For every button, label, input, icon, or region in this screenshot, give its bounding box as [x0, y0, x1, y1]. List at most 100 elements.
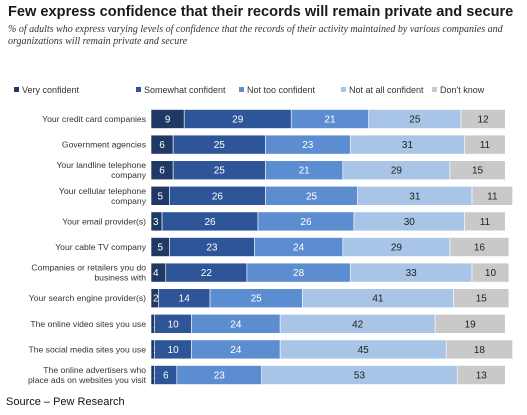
category-label: Your email provider(s)	[62, 216, 146, 226]
legend-swatch-not-at-all-confident	[341, 87, 346, 93]
category-label-line: company	[111, 196, 147, 206]
value-label: 11	[487, 191, 498, 202]
value-label: 6	[159, 140, 165, 151]
legend-item-somewhat-confident: Somewhat confident	[136, 85, 226, 95]
value-label: 10	[485, 268, 497, 279]
bar-segment	[464, 211, 506, 232]
value-label: 6	[159, 166, 165, 177]
category-label-line: The online advertisers who	[43, 365, 146, 375]
value-label: 21	[299, 166, 311, 177]
bar-row: Your search engine provider(s) 2 14 25 41 15	[29, 288, 510, 309]
value-label: 14	[179, 294, 191, 305]
value-label: 13	[476, 371, 488, 382]
legend-label: Very confident	[22, 85, 80, 95]
bar-segment	[464, 134, 506, 155]
value-label: 23	[302, 140, 314, 151]
category-label-line: Your landline telephone	[56, 160, 146, 170]
legend-swatch-not-too-confident	[239, 87, 244, 93]
category-label: Your search engine provider(s)	[29, 293, 146, 303]
value-label: 23	[214, 371, 226, 382]
legend-item-not-too-confident: Not too confident	[239, 85, 315, 95]
value-label: 24	[293, 243, 305, 254]
bar-row: Your cellular telephone company 5 26 25 31 11	[59, 186, 513, 206]
legend-label: Somewhat confident	[144, 85, 226, 95]
value-label: 6	[163, 371, 169, 382]
value-label: 11	[480, 217, 491, 228]
value-label: 22	[201, 268, 213, 279]
category-label: The online video sites you use	[30, 319, 146, 329]
legend-swatch-very-confident	[14, 87, 19, 93]
value-label: 26	[300, 217, 312, 228]
value-label: 45	[358, 345, 370, 356]
value-label: 25	[214, 166, 226, 177]
chart-subtitle: % of adults who express varying levels o…	[8, 24, 503, 47]
value-label: 2	[153, 294, 159, 305]
value-label: 16	[474, 243, 486, 254]
value-label: 23	[206, 243, 218, 254]
value-label: 3	[153, 217, 159, 228]
bar-segment	[449, 237, 510, 257]
value-label: 29	[232, 115, 244, 126]
value-label: 11	[480, 140, 491, 151]
value-label: 19	[465, 319, 477, 330]
bar-row: Your email provider(s) 3 26 26 30 11	[62, 211, 506, 232]
value-label: 26	[204, 217, 216, 228]
value-label: 42	[352, 319, 364, 330]
bar-segment	[445, 339, 513, 360]
bar-segment	[456, 365, 506, 385]
value-label: 24	[230, 345, 242, 356]
value-label: 28	[293, 268, 305, 279]
value-label: 41	[372, 294, 384, 305]
bar-row: Government agencies 6 25 23 31 11	[62, 134, 506, 155]
value-label: 18	[474, 345, 486, 356]
legend-label: Not at all confident	[349, 85, 424, 95]
bar-row: Your credit card companies 9 29 21 25 12	[42, 109, 506, 129]
bar-row: Your landline telephone company 6 25 21 29 15	[56, 160, 506, 180]
legend-item-not-at-all-confident: Not at all confident	[341, 85, 424, 95]
value-label: 26	[212, 191, 224, 202]
category-label: Your cable TV company	[55, 242, 146, 252]
value-label: 5	[157, 191, 163, 202]
bar-segment	[449, 160, 506, 180]
bar-segment	[471, 262, 510, 283]
value-label: 31	[402, 140, 414, 151]
value-label: 29	[391, 166, 403, 177]
bar-row: The online advertisers who place ads on w…	[28, 365, 506, 385]
bar-segment	[471, 186, 513, 206]
value-label: 25	[306, 191, 318, 202]
value-label: 29	[391, 243, 403, 254]
category-label: The social media sites you use	[28, 344, 146, 354]
value-label: 21	[324, 115, 336, 126]
value-label: 53	[354, 371, 366, 382]
value-label: 25	[214, 140, 226, 151]
category-label-line: place ads on websites you visit	[28, 375, 147, 385]
chart-title: Few express confidence that their record…	[8, 4, 514, 20]
category-label-line: business with	[94, 273, 146, 283]
value-label: 25	[409, 115, 421, 126]
value-label: 15	[476, 294, 488, 305]
legend-label: Don't know	[440, 85, 485, 95]
value-label: 30	[404, 217, 416, 228]
category-label: Your cellular telephone company	[59, 186, 147, 206]
bar-segment	[453, 288, 510, 309]
value-label: 5	[157, 243, 163, 254]
category-label: Government agencies	[62, 140, 146, 150]
bar-row: Companies or retailers you do business wi…	[31, 262, 510, 283]
bar-segment	[434, 313, 506, 334]
value-label: 25	[251, 294, 263, 305]
source-note: Source – Pew Research	[6, 396, 125, 408]
bar-row: The online video sites you use110244219	[30, 313, 506, 334]
value-label: 24	[230, 319, 242, 330]
legend: Very confident Somewhat confident Not to…	[14, 85, 524, 97]
category-label-line: company	[111, 170, 147, 180]
category-label-line: Your cellular telephone	[59, 186, 146, 196]
value-label: 9	[165, 115, 171, 126]
category-label-line: Companies or retailers you do	[31, 263, 146, 273]
value-label: 4	[153, 268, 159, 279]
bar-row: Your cable TV company 5 23 24 29 16	[55, 237, 510, 257]
value-label: 10	[168, 319, 180, 330]
category-label: Your landline telephone company	[56, 160, 146, 180]
category-label: Companies or retailers you do business wi…	[31, 263, 146, 283]
value-label: 31	[409, 191, 421, 202]
